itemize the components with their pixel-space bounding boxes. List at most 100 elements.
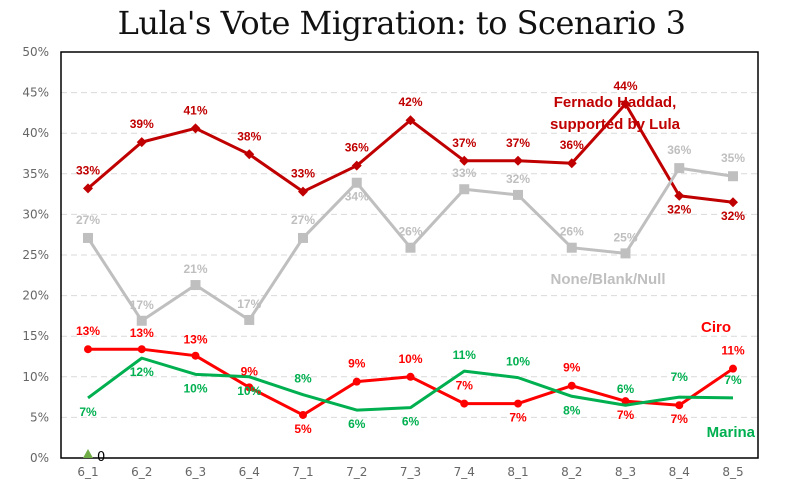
x-tick-label: 6_1 [77, 465, 98, 479]
data-label: 37% [452, 136, 476, 150]
data-label: 8% [294, 372, 312, 386]
data-point-marker [728, 197, 738, 208]
data-label: 21% [183, 262, 207, 276]
data-label: 7% [671, 370, 689, 384]
data-label: 44% [613, 79, 637, 93]
data-label: 6% [402, 415, 420, 429]
x-tick-label: 6_2 [131, 465, 152, 479]
data-label: 42% [398, 95, 422, 109]
data-label: 7% [617, 408, 635, 422]
x-tick-label: 6_3 [185, 465, 206, 479]
data-label: 10% [183, 381, 207, 395]
data-point-marker [298, 232, 308, 243]
x-axis-ticks: 6_1 6_2 6_3 6_4 7_1 7_2 7_3 7_4 8_1 8_2 8_3 8_4 8_5 [77, 465, 743, 479]
data-point-marker [244, 149, 255, 160]
data-point-marker [351, 160, 362, 171]
y-tick-label: 15% [22, 329, 49, 343]
data-label: 33% [291, 167, 315, 181]
data-point-marker [352, 377, 361, 386]
series-name-label: None/Blank/Null [550, 271, 665, 288]
annotations: 0 [83, 449, 105, 465]
data-label: 17% [130, 298, 154, 312]
series-group [83, 98, 738, 419]
data-label: 27% [291, 213, 315, 227]
data-label: 7% [79, 405, 97, 419]
data-point-marker [137, 345, 146, 354]
y-tick-label: 50% [22, 45, 49, 59]
x-tick-label: 7_3 [400, 465, 421, 479]
data-point-marker [513, 155, 523, 166]
x-tick-label: 8_5 [722, 465, 743, 479]
annotation-label: 0 [97, 450, 105, 465]
data-point-marker [190, 280, 201, 291]
data-point-marker [459, 184, 470, 195]
data-point-marker [406, 372, 415, 381]
series-name-label: Ciro [701, 319, 731, 336]
data-point-marker [84, 345, 92, 354]
data-label: 26% [398, 225, 422, 239]
y-tick-label: 45% [22, 86, 49, 100]
data-label: 41% [183, 103, 207, 117]
data-label: 17% [237, 297, 261, 311]
data-label: 11% [453, 348, 477, 362]
y-tick-label: 5% [30, 410, 49, 424]
data-point-marker [459, 155, 470, 166]
data-point-marker [191, 351, 200, 360]
data-label: 13% [76, 324, 100, 338]
data-point-marker [83, 232, 93, 243]
data-point-marker [674, 163, 685, 174]
data-label: 13% [183, 333, 207, 347]
data-point-marker [245, 383, 254, 392]
y-tick-label: 10% [22, 370, 49, 384]
series-labels: Fernado Haddad, supported by Lula None/Bla… [550, 94, 756, 441]
data-label: 9% [241, 364, 259, 378]
y-tick-label: 40% [22, 126, 49, 140]
data-label: 32% [506, 172, 530, 186]
data-label: 32% [667, 203, 691, 217]
data-label: 10% [398, 352, 422, 366]
data-label: 7% [456, 379, 474, 393]
data-label: 26% [560, 225, 584, 239]
data-point-marker [567, 381, 576, 390]
x-tick-label: 7_1 [292, 465, 313, 479]
x-tick-label: 6_4 [239, 465, 260, 479]
data-label: 6% [348, 417, 366, 431]
data-label: 34% [345, 190, 369, 204]
data-point-marker [620, 98, 631, 109]
data-point-marker [621, 397, 630, 406]
series-line-3 [87, 356, 734, 412]
data-point-marker [460, 399, 469, 408]
y-tick-label: 30% [22, 207, 49, 221]
data-label: 27% [76, 213, 100, 227]
y-tick-label: 20% [22, 289, 49, 303]
plot-area-frame [60, 51, 759, 459]
data-point-marker [405, 242, 416, 253]
data-label: 38% [237, 129, 261, 143]
y-tick-label: 35% [22, 167, 49, 181]
data-label: 33% [76, 163, 100, 177]
data-label: 9% [348, 357, 366, 371]
data-label: 6% [617, 382, 635, 396]
chart-title: Lula's Vote Migration: to Scenario 3 [117, 4, 686, 42]
data-label: 32% [721, 209, 745, 223]
x-tick-label: 8_3 [615, 465, 636, 479]
data-point-marker [674, 190, 685, 201]
data-label: 10% [506, 355, 530, 369]
data-point-marker [566, 158, 577, 169]
data-point-marker [620, 248, 631, 259]
data-label: 39% [130, 117, 154, 131]
data-label: 36% [667, 143, 691, 157]
data-point-marker [351, 177, 362, 188]
series-name-label: Marina [707, 424, 756, 441]
data-label: 37% [506, 136, 530, 150]
data-point-marker [513, 189, 523, 200]
data-label: 9% [563, 361, 581, 375]
data-label: 36% [560, 138, 584, 152]
data-label: 25% [613, 230, 637, 244]
data-point-marker [405, 115, 416, 126]
data-label: 7% [724, 373, 742, 387]
data-point-marker [299, 410, 307, 419]
series-name-label: supported by Lula [550, 116, 681, 133]
data-labels: 33% 39% 41% 38% 33% 36% 42% 37% 37% 36% 44% 32% 32% 2… [76, 79, 745, 436]
